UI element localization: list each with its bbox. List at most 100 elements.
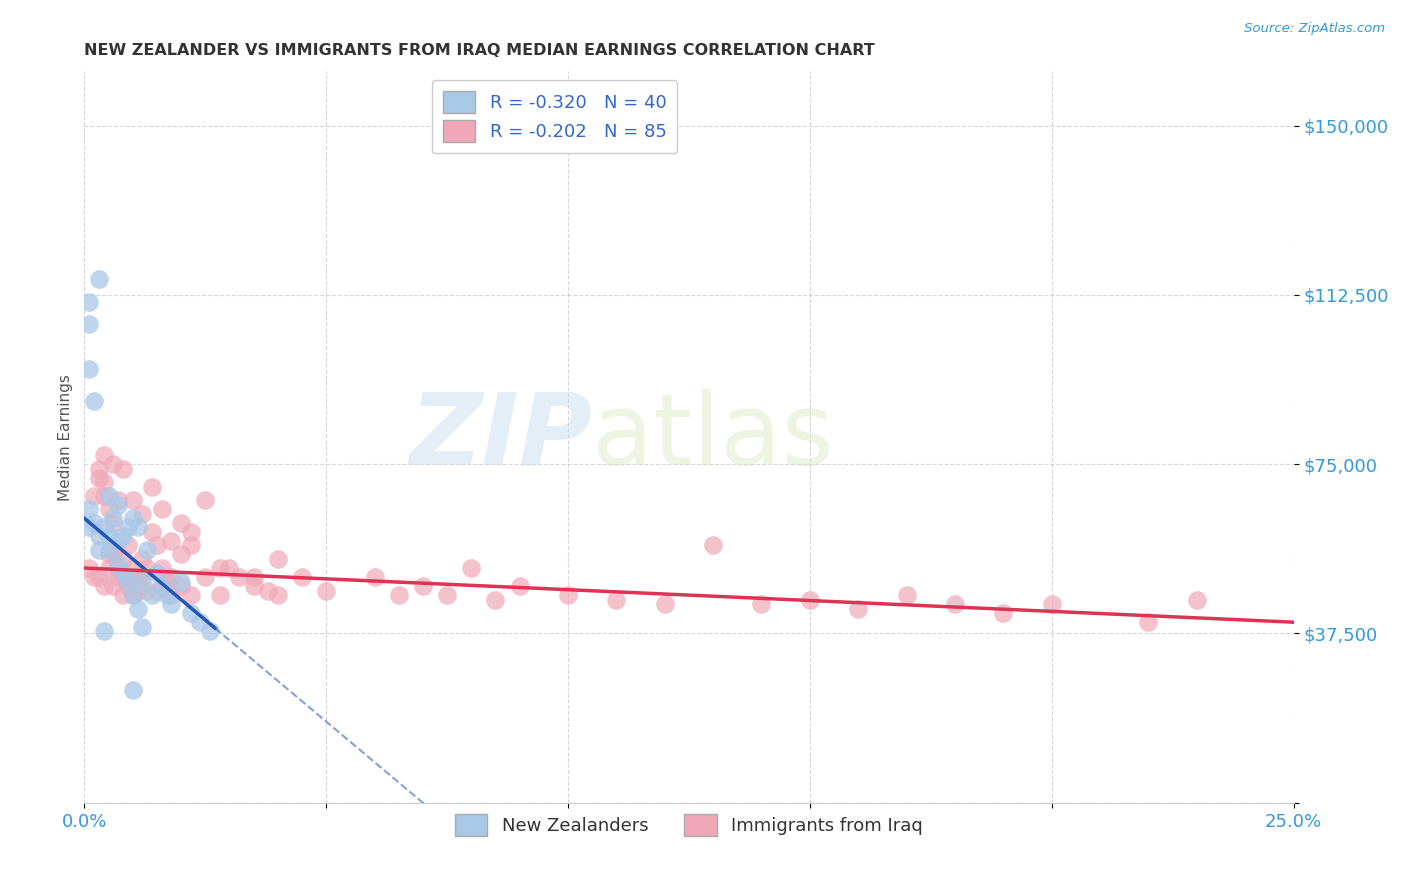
Point [83,489,105,503]
Point [112,552,135,566]
Point [97,561,120,575]
Point [141,480,163,494]
Point [103,511,125,525]
Point [155,574,177,589]
Point [155,588,177,602]
Point [97,502,120,516]
Point [160,588,183,602]
Point [484,592,506,607]
Point [112,588,135,602]
Point [121,561,143,575]
Point [117,574,139,589]
Point [846,601,869,615]
Point [93,475,115,490]
Point [1040,597,1063,611]
Point [242,579,264,593]
Point [131,574,153,589]
Point [117,538,139,552]
Point [436,588,458,602]
Point [97,543,120,558]
Point [83,570,105,584]
Point [121,588,143,602]
Point [363,570,385,584]
Point [112,570,135,584]
Point [180,588,202,602]
Point [103,548,125,562]
Point [77,317,100,331]
Point [77,362,100,376]
Point [993,606,1015,620]
Point [198,624,221,639]
Point [117,579,139,593]
Point [87,543,110,558]
Point [131,507,153,521]
Point [107,561,129,575]
Point [412,579,434,593]
Point [605,592,627,607]
Point [93,489,115,503]
Point [93,520,115,534]
Point [117,570,139,584]
Point [170,574,193,589]
Point [127,570,149,584]
Point [218,561,240,575]
Point [107,570,129,584]
Point [150,561,173,575]
Point [799,592,821,607]
Point [121,511,143,525]
Point [97,489,120,503]
Point [146,538,169,552]
Point [242,570,264,584]
Point [127,520,149,534]
Point [150,579,173,593]
Point [83,394,105,409]
Point [267,552,290,566]
Point [131,552,153,566]
Point [136,561,159,575]
Y-axis label: Median Earnings: Median Earnings [58,374,73,500]
Point [107,533,129,548]
Point [77,502,100,516]
Point [170,579,193,593]
Text: atlas: atlas [592,389,834,485]
Point [194,493,217,508]
Point [136,543,159,558]
Point [160,533,183,548]
Point [103,579,125,593]
Point [160,597,183,611]
Point [87,272,110,286]
Point [141,524,163,539]
Point [107,493,129,508]
Point [896,588,918,602]
Point [208,588,231,602]
Point [93,448,115,462]
Point [208,561,231,575]
Point [87,461,110,475]
Point [117,520,139,534]
Point [141,588,163,602]
Point [127,583,149,598]
Point [190,615,212,630]
Point [267,588,290,602]
Point [127,601,149,615]
Point [77,561,100,575]
Point [751,597,773,611]
Point [228,570,250,584]
Point [87,570,110,584]
Point [170,516,193,530]
Point [315,583,337,598]
Point [112,461,135,475]
Point [93,579,115,593]
Text: Source: ZipAtlas.com: Source: ZipAtlas.com [1244,22,1385,36]
Point [121,682,143,697]
Point [112,566,135,580]
Point [654,597,676,611]
Point [146,583,169,598]
Point [702,538,724,552]
Point [257,583,280,598]
Point [121,588,143,602]
Point [107,557,129,571]
Point [77,294,100,309]
Point [131,620,153,634]
Point [97,548,120,562]
